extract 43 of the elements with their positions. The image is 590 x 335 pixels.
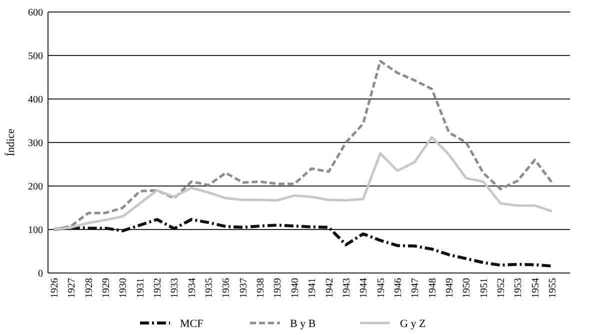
x-tick-label: 1932 [152,278,164,298]
x-tick-label: 1934 [186,278,198,298]
x-tick-label: 1942 [324,278,336,298]
x-tick-label: 1953 [513,278,524,298]
y-tick-label: 0 [38,268,43,280]
x-tick-label: 1952 [496,278,507,298]
x-tick-label: 1928 [84,278,95,298]
x-tick-label: 1930 [118,278,130,298]
x-tick-label: 1954 [530,278,542,298]
x-tick-label: 1935 [204,278,216,298]
x-tick-label: 1949 [444,278,456,298]
x-tick-label: 1931 [135,278,146,298]
x-tick-label: 1939 [272,278,284,298]
x-tick-label: 1941 [307,278,318,298]
y-tick-label: 200 [28,182,43,192]
line-series [52,136,554,231]
legend-label: MCF [180,318,204,330]
legend-label: B y B [290,318,316,330]
x-tick-label: 1938 [256,278,267,298]
x-tick-label: 1933 [170,278,181,298]
x-tick-label: 1936 [221,278,232,298]
x-tick-label: 1940 [290,278,301,298]
y-tick-label: 300 [28,138,43,149]
x-tick-label: 1927 [66,278,78,298]
x-tick-label: 1945 [376,278,387,298]
legend-label: G y Z [400,318,426,330]
x-tick-label: 1947 [410,278,422,298]
y-tick-label: 400 [28,94,43,106]
y-tick-label: 500 [28,51,43,62]
line-series [52,218,554,268]
x-tick-label: 1946 [392,278,404,298]
x-tick-label: 1943 [341,278,352,298]
x-tick-label: 1948 [427,278,438,298]
x-tick-label: 1937 [238,278,250,298]
x-tick-label: 1955 [548,278,558,298]
x-tick-label: 1926 [50,278,60,298]
x-tick-label: 1929 [101,278,112,298]
x-tick-label: 1944 [358,278,370,298]
y-tick-label: 600 [28,8,43,18]
y-axis-title: Índice [4,128,17,156]
x-tick-label: 1951 [478,278,490,298]
x-tick-label: 1950 [462,278,473,298]
y-tick-label: 100 [28,225,43,236]
